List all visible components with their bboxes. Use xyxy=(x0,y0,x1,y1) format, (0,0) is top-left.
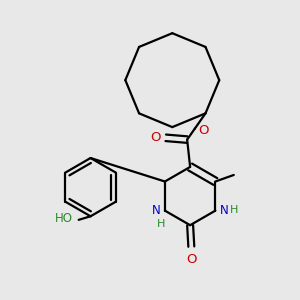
Text: O: O xyxy=(186,253,196,266)
Text: N: N xyxy=(152,203,160,217)
Text: O: O xyxy=(198,124,209,136)
Text: H: H xyxy=(157,219,166,229)
Text: O: O xyxy=(150,131,160,144)
Text: N: N xyxy=(220,203,229,217)
Text: HO: HO xyxy=(55,212,73,225)
Text: H: H xyxy=(230,205,238,215)
